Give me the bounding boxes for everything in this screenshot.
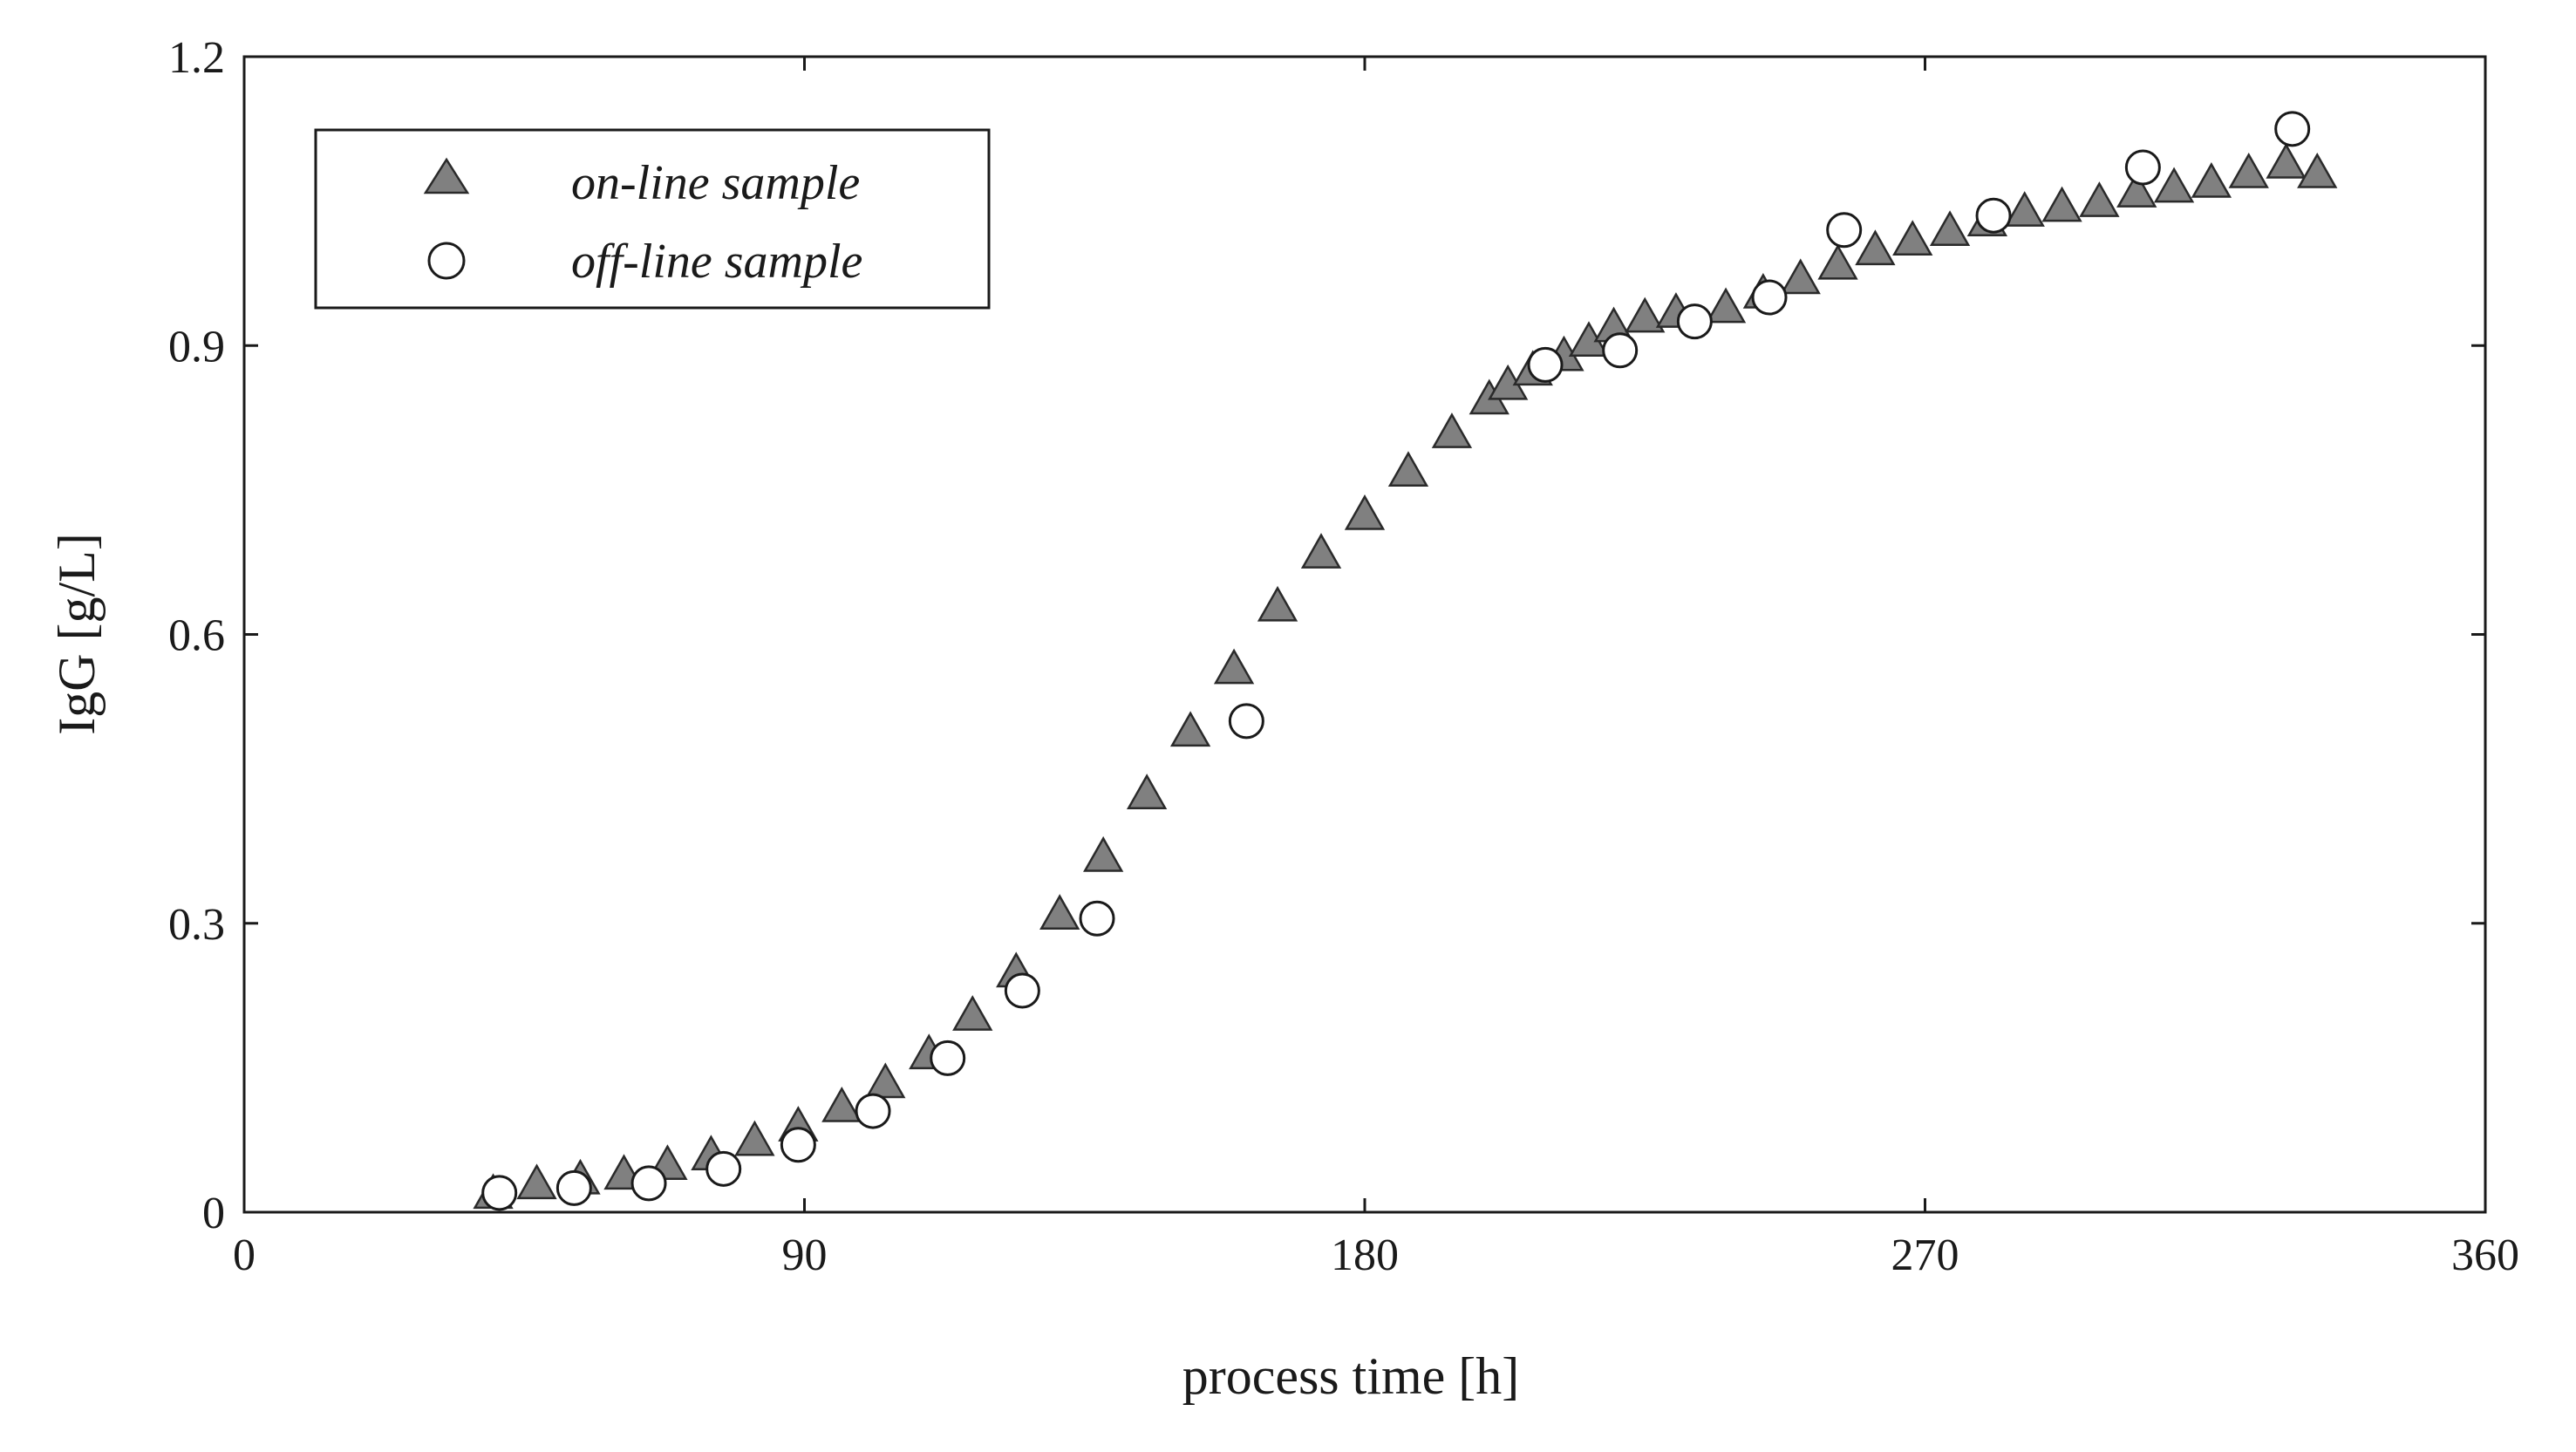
on-line-point (1431, 412, 1473, 448)
on-line-point (1126, 774, 1168, 809)
off-line-point (1079, 900, 1115, 937)
off-line-point (1004, 972, 1040, 1009)
x-tick-label: 270 (1891, 1230, 1959, 1280)
y-tick-label: 1.2 (168, 33, 225, 83)
on-line-point (1039, 894, 1080, 930)
on-line-point (516, 1163, 557, 1200)
on-line-point (2004, 191, 2045, 227)
on-line-point (2041, 186, 2082, 222)
axis-ticks (242, 55, 2487, 1214)
on-line-point (1855, 229, 1896, 266)
off-line-point (705, 1150, 742, 1187)
off-line-point (1975, 197, 2012, 234)
legend: on-line sample off-line sample (314, 128, 991, 310)
on-line-point (1083, 835, 1124, 872)
x-tick-label: 0 (233, 1230, 256, 1280)
legend-box (314, 128, 991, 310)
legend-marker-off-line (427, 242, 466, 280)
legend-marker-on-line (423, 157, 470, 194)
on-line-point (1705, 287, 1747, 324)
on-line-point (821, 1087, 862, 1122)
off-line-point (1527, 346, 1564, 383)
on-line-point (1892, 220, 1933, 256)
off-line-point (1826, 212, 1863, 249)
x-tick-label: 90 (782, 1230, 828, 1280)
on-line-point (1213, 648, 1255, 685)
off-line-point (930, 1040, 966, 1076)
off-line-point (2274, 111, 2311, 147)
on-line-point (734, 1120, 775, 1156)
on-line-point (2153, 167, 2195, 203)
off-line-point (780, 1127, 816, 1163)
off-line-point (555, 1169, 592, 1206)
series-offline-sample (481, 111, 2311, 1211)
off-line-point (2124, 149, 2161, 186)
off-line-point (1602, 332, 1639, 369)
y-tick-label: 0 (202, 1189, 225, 1238)
on-line-point (1300, 533, 1342, 569)
off-line-point (1751, 279, 1788, 316)
on-line-point (2191, 162, 2232, 198)
on-line-point (952, 995, 993, 1031)
off-line-point (1228, 703, 1264, 740)
on-line-point (2266, 142, 2307, 179)
on-line-point (1257, 585, 1298, 622)
y-tick-label: 0.3 (168, 900, 225, 950)
off-line-point (630, 1165, 667, 1202)
legend-label-on-line: on-line sample (571, 156, 860, 210)
off-line-point (1676, 303, 1713, 340)
y-axis-title: IgG [g/L] (48, 533, 106, 735)
on-line-point (1169, 711, 1211, 747)
on-line-point (2228, 152, 2269, 188)
x-axis-title: process time [h] (1182, 1347, 1520, 1405)
legend-label-off-line: off-line sample (571, 235, 862, 289)
on-line-point (865, 1062, 906, 1099)
on-line-point (1780, 258, 1821, 295)
on-line-point (1344, 494, 1386, 530)
on-line-point (1387, 451, 1429, 487)
y-tick-label: 0.6 (168, 611, 225, 661)
off-line-point (855, 1093, 891, 1129)
on-line-point (1817, 243, 1858, 280)
x-tick-label: 180 (1331, 1230, 1399, 1280)
on-line-point (2079, 181, 2120, 217)
on-line-point (2116, 172, 2157, 208)
on-line-point (2297, 152, 2338, 188)
off-line-point (481, 1175, 518, 1211)
y-tick-label: 0.9 (168, 322, 225, 372)
tick-labels: 0 90 180 270 360 0 0.3 0.6 0.9 1.2 (168, 33, 2519, 1280)
on-line-point (1929, 210, 1971, 246)
on-line-point (1625, 297, 1666, 333)
x-tick-label: 360 (2451, 1230, 2519, 1280)
